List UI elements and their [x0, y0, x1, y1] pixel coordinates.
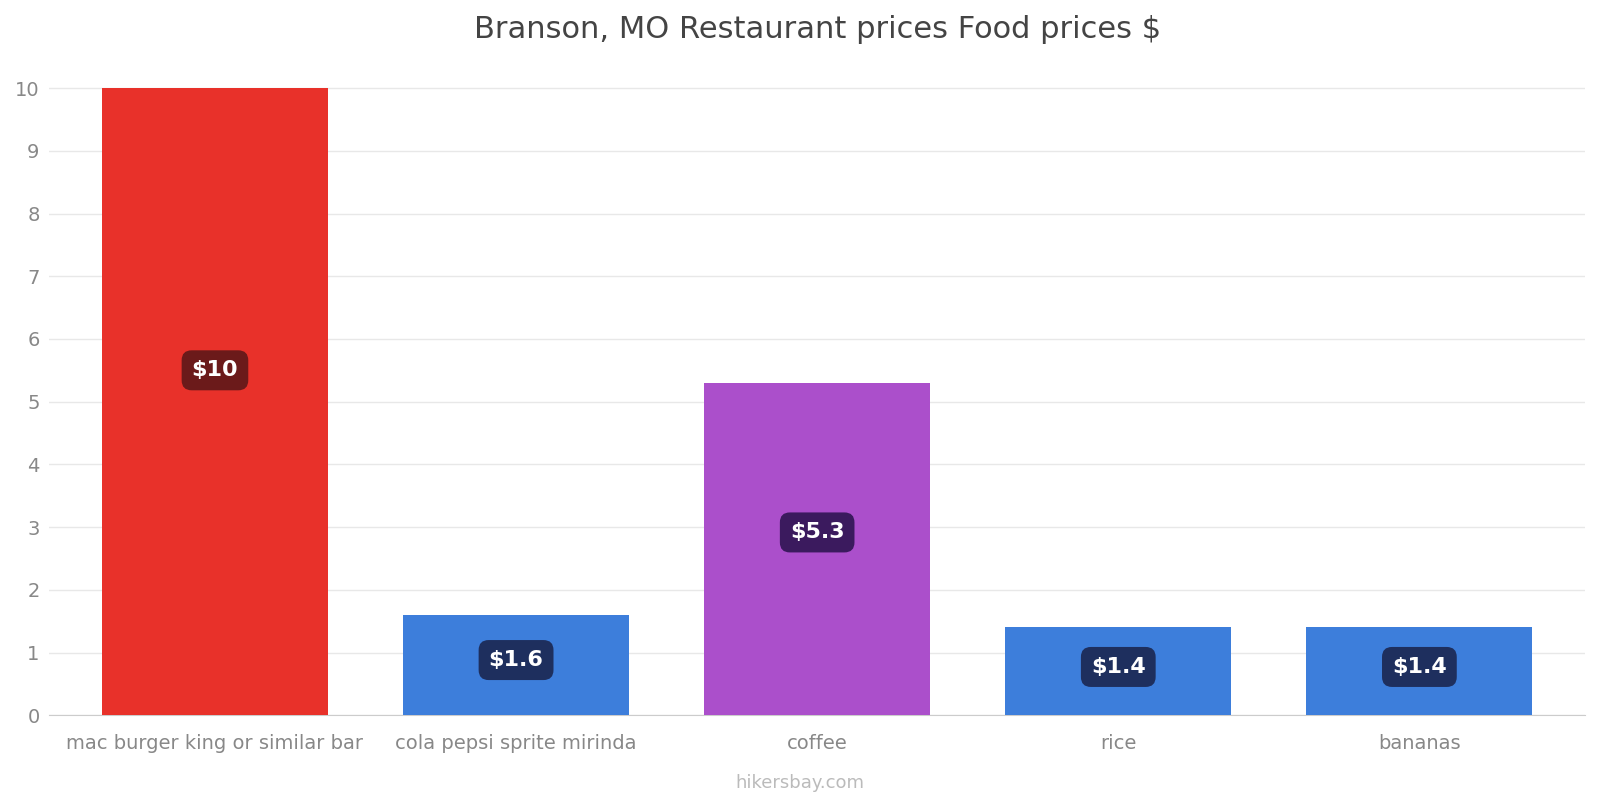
Text: hikersbay.com: hikersbay.com — [736, 774, 864, 792]
Bar — [1005, 627, 1230, 715]
Title: Branson, MO Restaurant prices Food prices $: Branson, MO Restaurant prices Food price… — [474, 15, 1160, 44]
Text: $1.4: $1.4 — [1091, 657, 1146, 677]
Bar — [403, 615, 629, 715]
Bar — [102, 88, 328, 715]
Text: $5.3: $5.3 — [790, 522, 845, 542]
Text: $10: $10 — [192, 360, 238, 380]
Text: $1.6: $1.6 — [488, 650, 544, 670]
Bar — [1307, 627, 1533, 715]
Text: $1.4: $1.4 — [1392, 657, 1446, 677]
Bar — [704, 383, 930, 715]
